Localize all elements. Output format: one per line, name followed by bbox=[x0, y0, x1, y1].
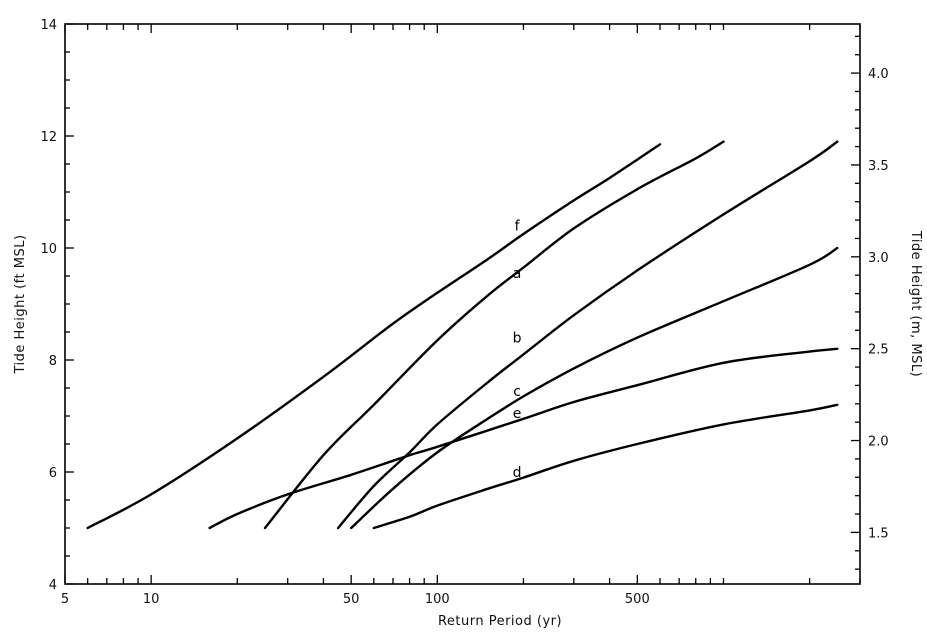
series-line-a bbox=[263, 140, 725, 530]
y2-tick-label: 4.0 bbox=[868, 67, 889, 82]
y2-tick-label: 3.0 bbox=[868, 251, 889, 266]
series-line-b bbox=[336, 140, 839, 530]
series-line-d bbox=[372, 403, 839, 530]
tick-labels: 5 10 50 100 500 4 6 8 10 12 14 1.5 2.0 2.5 3.0 3.5 4.0 bbox=[40, 18, 888, 607]
x-tick-label: 10 bbox=[143, 592, 160, 607]
curve-labels: f a b ce d bbox=[513, 219, 522, 481]
curve-label-a: a bbox=[513, 266, 522, 282]
x-tick-label: 500 bbox=[625, 592, 650, 607]
x-tick-label: 50 bbox=[343, 592, 360, 607]
x-tick-label: 100 bbox=[425, 592, 450, 607]
y2-tick-label: 2.0 bbox=[868, 435, 889, 450]
y2-axis-title: Tide Height (m, MSL) bbox=[908, 230, 923, 377]
tick-marks bbox=[64, 23, 861, 585]
curve-label-d: d bbox=[513, 465, 522, 481]
y-tick-label: 6 bbox=[49, 466, 57, 481]
y2-tick-label: 3.5 bbox=[868, 159, 889, 174]
curve-label-c: c bbox=[513, 384, 521, 400]
y-tick-label: 12 bbox=[40, 130, 57, 145]
y-tick-label: 10 bbox=[40, 242, 57, 257]
x-tick-label: 5 bbox=[61, 592, 69, 607]
y-axis-title: Tide Height (ft MSL) bbox=[13, 234, 28, 374]
data-curves bbox=[86, 140, 839, 530]
series-line-f bbox=[86, 143, 662, 530]
y-tick-label: 8 bbox=[49, 354, 57, 369]
curve-label-e: e bbox=[513, 406, 522, 422]
y2-tick-label: 2.5 bbox=[868, 343, 889, 358]
x-axis-title: Return Period (yr) bbox=[438, 614, 562, 629]
series-line-e bbox=[208, 347, 839, 530]
curve-label-f: f bbox=[515, 219, 521, 235]
y2-tick-label: 1.5 bbox=[868, 526, 889, 541]
y-tick-label: 4 bbox=[49, 578, 57, 593]
plot-frame bbox=[64, 23, 861, 585]
curve-label-b: b bbox=[513, 331, 522, 347]
y-tick-label: 14 bbox=[40, 18, 57, 33]
series-line-c bbox=[350, 246, 839, 530]
